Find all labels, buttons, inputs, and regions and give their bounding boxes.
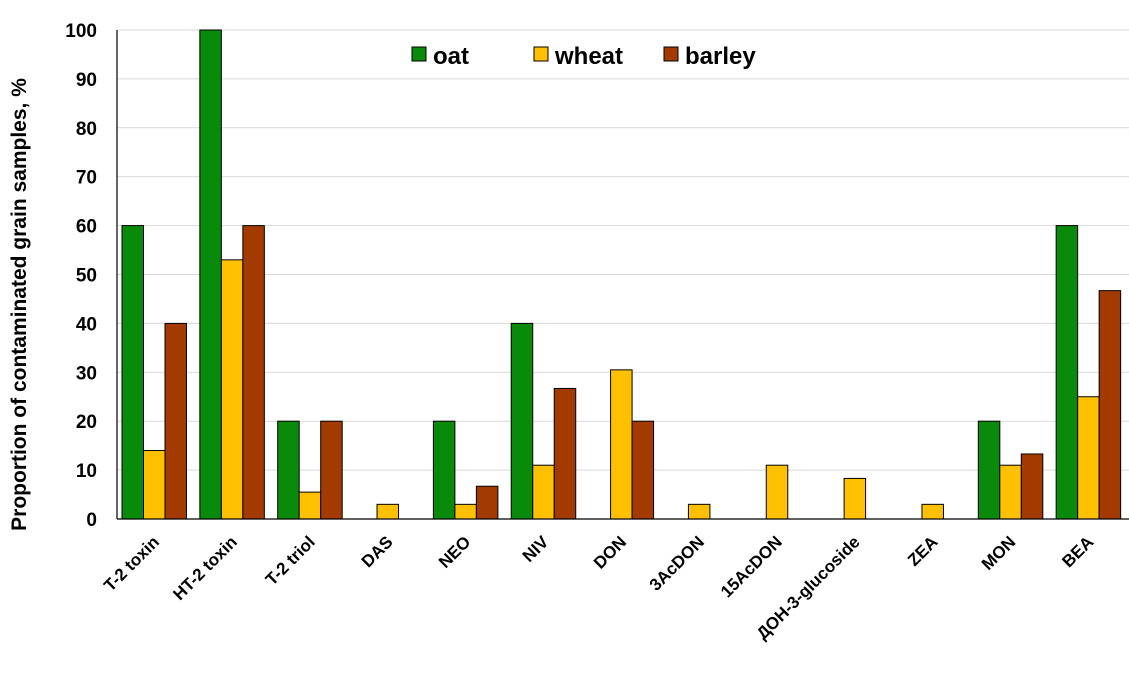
legend-label-barley: barley xyxy=(685,43,756,70)
x-tick-label: DON xyxy=(590,532,630,572)
y-tick-label: 10 xyxy=(76,461,97,482)
bar-oat-5 xyxy=(510,322,534,520)
y-axis-label: Proportion of contaminated grain samples… xyxy=(8,78,31,531)
bar-oat-2 xyxy=(277,420,300,520)
x-tick-label: ZEA xyxy=(904,532,941,569)
x-tick-label: T-2 toxin xyxy=(100,532,163,595)
x-tick-label: HT-2 toxin xyxy=(169,532,241,604)
y-tick-label: 40 xyxy=(76,314,97,335)
bar-barley-11 xyxy=(1020,453,1044,520)
y-tick-label: 90 xyxy=(76,70,97,91)
bar-wheat-10 xyxy=(921,503,944,520)
bar-wheat-8 xyxy=(765,464,789,520)
y-tick-label: 0 xyxy=(86,510,97,531)
x-tick-label: DAS xyxy=(358,532,397,571)
legend-label-wheat: wheat xyxy=(554,43,623,70)
y-tick-label: 100 xyxy=(65,21,97,42)
x-tick-label: 3AcDON xyxy=(646,532,708,594)
x-tick-label: NEO xyxy=(435,532,474,571)
bar-barley-5 xyxy=(553,387,577,520)
y-tick-label: 80 xyxy=(76,119,97,140)
y-tick-label: 30 xyxy=(76,363,97,384)
bar-wheat-2 xyxy=(298,491,322,520)
bar-wheat-9 xyxy=(843,477,867,520)
bar-wheat-6 xyxy=(610,369,633,520)
x-tick-label: T-2 triol xyxy=(262,532,319,589)
bar-barley-6 xyxy=(631,420,655,520)
bar-wheat-1 xyxy=(220,259,244,520)
bar-barley-0 xyxy=(164,322,187,520)
bar-wheat-12 xyxy=(1077,396,1100,520)
axes xyxy=(116,30,1129,520)
bar-barley-12 xyxy=(1098,290,1122,520)
bar-oat-4 xyxy=(432,420,456,520)
bar-wheat-5 xyxy=(532,464,555,520)
legend-label-oat: oat xyxy=(433,43,469,70)
x-tick-labels: T-2 toxin HT-2 toxin T-2 triol DAS NEO NIV DON… xyxy=(100,532,1097,643)
bar-wheat-0 xyxy=(143,450,166,520)
y-tick-label: 20 xyxy=(76,412,97,433)
bar-wheat-3 xyxy=(376,503,400,520)
bar-barley-2 xyxy=(320,420,343,520)
bar-barley-4 xyxy=(475,485,499,520)
legend-swatch-wheat xyxy=(533,46,549,62)
bars xyxy=(121,29,1122,520)
y-tick-labels: 0 10 20 30 40 50 60 70 80 90 100 xyxy=(65,21,97,531)
bar-oat-0 xyxy=(121,225,144,520)
x-tick-label: NIV xyxy=(519,532,553,566)
legend-swatch-oat xyxy=(411,46,427,62)
legend: oat wheat barley xyxy=(411,43,756,70)
bar-barley-1 xyxy=(242,225,265,520)
bar-wheat-11 xyxy=(999,464,1022,520)
bar-wheat-7 xyxy=(687,503,711,520)
x-tick-label: MON xyxy=(978,532,1019,573)
y-tick-label: 70 xyxy=(76,168,97,189)
legend-swatch-barley xyxy=(663,46,679,62)
bar-wheat-4 xyxy=(454,503,477,520)
bar-oat-12 xyxy=(1055,225,1079,520)
bar-oat-11 xyxy=(977,420,1001,520)
x-tick-label: 15AcDON xyxy=(717,532,786,601)
y-tick-label: 50 xyxy=(76,266,97,287)
y-tick-label: 60 xyxy=(76,217,97,238)
bar-oat-1 xyxy=(199,29,222,520)
x-tick-label: BEA xyxy=(1058,532,1097,571)
